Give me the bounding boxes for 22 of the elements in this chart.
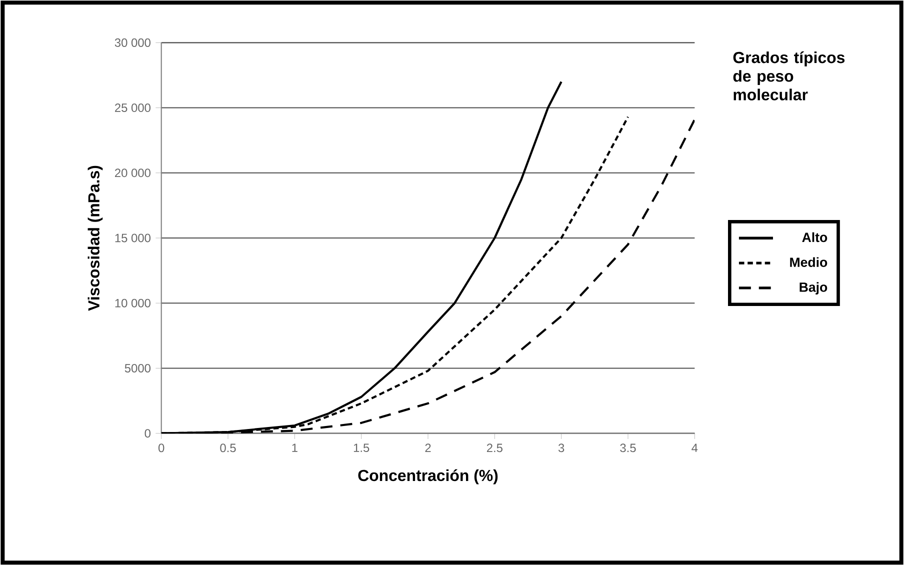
legend-title: Grados típicos de peso molecular xyxy=(733,51,845,100)
x-tick-label: 1.5 xyxy=(354,444,370,452)
x-tick-label: 3.5 xyxy=(620,444,636,452)
legend-label: Medio xyxy=(790,257,828,267)
legend-label: Bajo xyxy=(800,282,828,294)
y-axis-title: Viscosidad (mPa.s) xyxy=(88,166,103,311)
x-tick-label: 2 xyxy=(425,444,431,452)
y-tick-label: 20 000 xyxy=(115,168,150,177)
x-tick-label: 1 xyxy=(292,444,298,452)
x-tick-label: 0.5 xyxy=(220,444,236,452)
x-tick-label: 2.5 xyxy=(486,444,502,452)
y-tick-label: 10 000 xyxy=(115,298,150,308)
y-tick-label: 25 000 xyxy=(115,103,150,112)
x-tick-label: 3 xyxy=(558,444,564,452)
x-axis-title: Concentración (%) xyxy=(358,469,498,484)
legend-label: Alto xyxy=(802,232,828,242)
y-tick-label: 15 000 xyxy=(115,234,150,242)
x-tick-label: 4 xyxy=(692,444,698,452)
x-tick-label: 0 xyxy=(158,444,164,452)
y-tick-label: 30 000 xyxy=(114,38,150,47)
y-tick-label: 0 xyxy=(144,428,151,438)
y-tick-label: 5000 xyxy=(124,364,151,372)
